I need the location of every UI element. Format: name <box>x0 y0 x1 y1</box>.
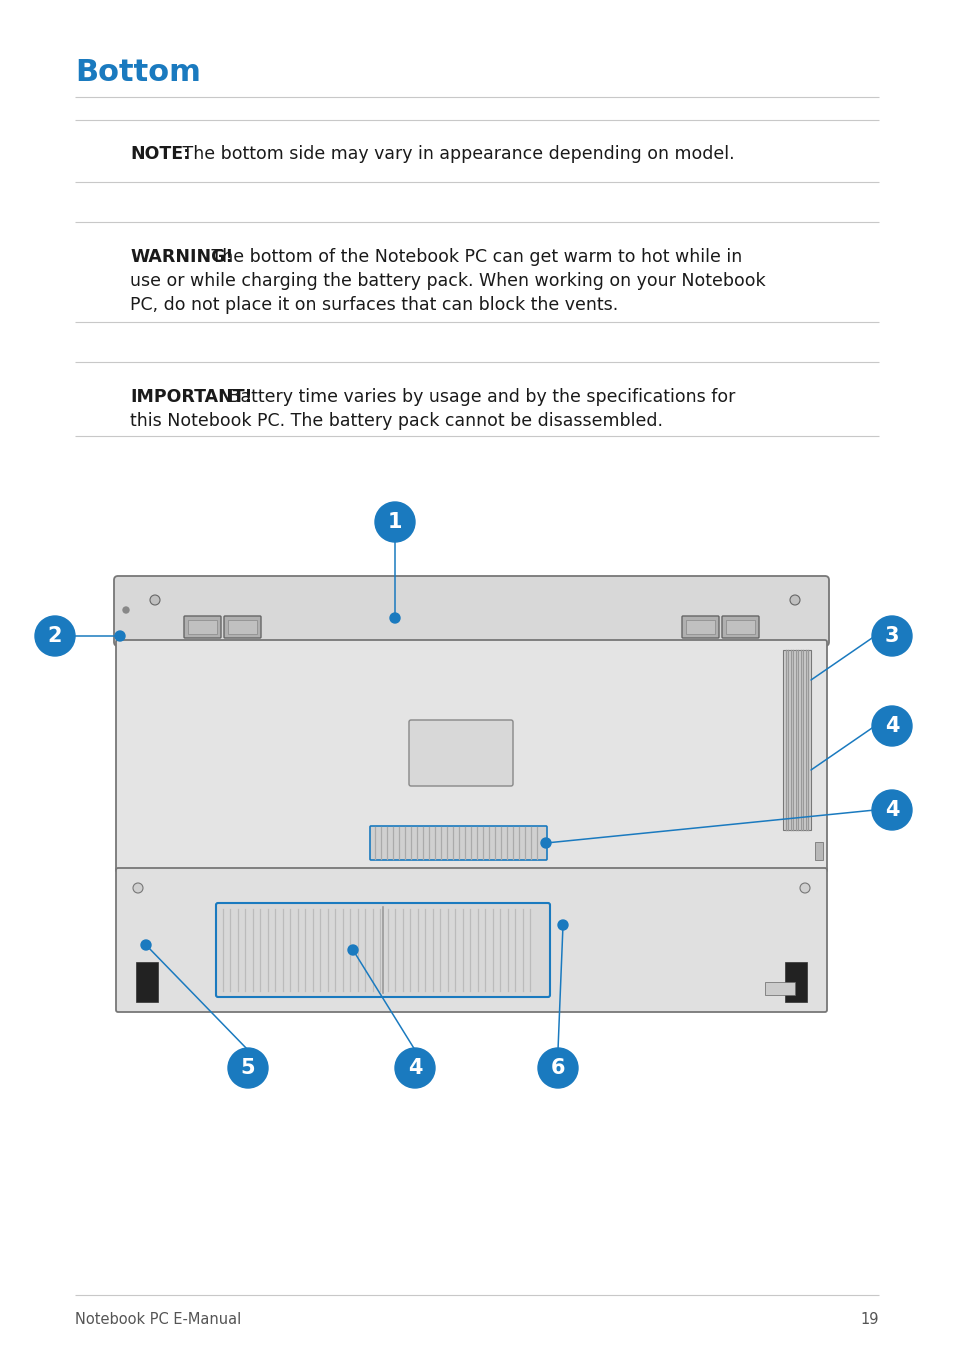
Bar <box>188 620 216 633</box>
Text: Battery time varies by usage and by the specifications for: Battery time varies by usage and by the … <box>223 387 735 406</box>
Bar <box>725 620 754 633</box>
Text: 19: 19 <box>860 1311 878 1328</box>
Text: Bottom: Bottom <box>75 58 201 87</box>
FancyBboxPatch shape <box>116 640 826 872</box>
FancyBboxPatch shape <box>184 616 221 638</box>
Circle shape <box>141 940 151 950</box>
Circle shape <box>35 616 75 656</box>
Circle shape <box>123 607 129 613</box>
Circle shape <box>390 613 399 623</box>
Circle shape <box>375 502 415 542</box>
Circle shape <box>789 594 800 605</box>
Bar <box>685 620 714 633</box>
Text: 3: 3 <box>883 625 899 646</box>
FancyBboxPatch shape <box>409 720 513 785</box>
Text: WARNING!: WARNING! <box>130 247 233 266</box>
Text: The bottom side may vary in appearance depending on model.: The bottom side may vary in appearance d… <box>177 145 734 163</box>
Circle shape <box>132 884 143 893</box>
Circle shape <box>558 920 567 929</box>
Text: 4: 4 <box>407 1059 422 1077</box>
Text: IMPORTANT!: IMPORTANT! <box>130 387 253 406</box>
Bar <box>784 962 806 1002</box>
Bar <box>814 842 822 859</box>
Bar <box>764 982 794 995</box>
Text: 4: 4 <box>883 716 899 736</box>
FancyBboxPatch shape <box>215 902 550 997</box>
FancyBboxPatch shape <box>113 576 828 646</box>
Text: 2: 2 <box>48 625 62 646</box>
Text: use or while charging the battery pack. When working on your Notebook: use or while charging the battery pack. … <box>130 272 765 291</box>
Circle shape <box>871 616 911 656</box>
Circle shape <box>228 1048 268 1088</box>
Bar <box>782 650 810 830</box>
Circle shape <box>537 1048 578 1088</box>
FancyBboxPatch shape <box>721 616 759 638</box>
Text: The bottom of the Notebook PC can get warm to hot while in: The bottom of the Notebook PC can get wa… <box>206 247 741 266</box>
Circle shape <box>540 838 551 847</box>
FancyBboxPatch shape <box>224 616 261 638</box>
Circle shape <box>150 594 160 605</box>
Bar <box>136 962 158 1002</box>
FancyBboxPatch shape <box>370 826 546 859</box>
FancyBboxPatch shape <box>681 616 719 638</box>
Circle shape <box>871 706 911 746</box>
Text: 4: 4 <box>883 800 899 820</box>
Text: PC, do not place it on surfaces that can block the vents.: PC, do not place it on surfaces that can… <box>130 296 618 313</box>
Circle shape <box>115 631 125 642</box>
Text: 6: 6 <box>550 1059 565 1077</box>
Circle shape <box>800 884 809 893</box>
Circle shape <box>348 946 357 955</box>
Bar <box>228 620 256 633</box>
Circle shape <box>871 790 911 830</box>
Circle shape <box>395 1048 435 1088</box>
FancyBboxPatch shape <box>116 868 826 1011</box>
Text: 1: 1 <box>387 512 402 533</box>
Text: NOTE:: NOTE: <box>130 145 190 163</box>
Text: Notebook PC E-Manual: Notebook PC E-Manual <box>75 1311 241 1328</box>
Text: this Notebook PC. The battery pack cannot be disassembled.: this Notebook PC. The battery pack canno… <box>130 412 662 430</box>
Text: 5: 5 <box>240 1059 255 1077</box>
